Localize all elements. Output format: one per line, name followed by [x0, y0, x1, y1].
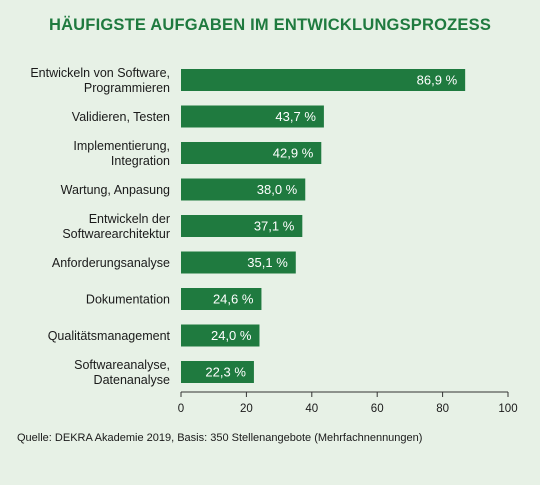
- chart-title: HÄUFIGSTE AUFGABEN IM ENTWICKLUNGSPROZES…: [48, 16, 492, 34]
- category-label: Programmieren: [84, 81, 170, 95]
- x-tick-label: 60: [371, 403, 384, 415]
- bar-value-label: 42,9 %: [273, 146, 314, 161]
- category-label: Softwareanalyse,: [74, 358, 170, 372]
- x-tick-label: 20: [240, 403, 253, 415]
- bar: [181, 251, 296, 274]
- bar: [181, 288, 262, 310]
- bar: [181, 361, 254, 383]
- category-label: Implementierung,: [73, 139, 170, 153]
- x-tick-label: 0: [178, 403, 184, 415]
- bar: [181, 324, 260, 347]
- category-label: Entwickeln der: [89, 212, 170, 226]
- category-label: Qualitätsmanagement: [48, 329, 171, 343]
- bar-value-label: 35,1 %: [247, 255, 288, 270]
- bar: [181, 69, 466, 91]
- x-tick-label: 40: [305, 403, 318, 415]
- x-tick-label: 80: [436, 403, 449, 415]
- bar-value-label: 37,1 %: [254, 219, 295, 234]
- category-label: Entwickeln von Software,: [30, 66, 170, 80]
- category-label: Validieren, Testen: [72, 110, 170, 124]
- x-tick-label: 100: [498, 403, 517, 415]
- bar: [181, 178, 306, 201]
- bar: [181, 142, 322, 164]
- category-label: Softwarearchitektur: [62, 227, 170, 241]
- bar-value-label: 38,0 %: [257, 182, 298, 197]
- category-label: Anforderungsanalyse: [52, 256, 170, 270]
- bar: [181, 215, 303, 237]
- category-label: Integration: [111, 154, 170, 168]
- bar-value-label: 22,3 %: [205, 365, 246, 380]
- bar-value-label: 24,6 %: [213, 292, 254, 307]
- bar-value-label: 24,0 %: [211, 328, 252, 343]
- bar: [181, 105, 324, 128]
- bar-value-label: 86,9 %: [417, 73, 458, 88]
- category-label: Wartung, Anpasung: [61, 183, 170, 197]
- category-label: Dokumentation: [86, 293, 170, 307]
- source-note: Quelle: DEKRA Akademie 2019, Basis: 350 …: [17, 432, 423, 444]
- bar-value-label: 43,7 %: [275, 109, 316, 124]
- category-label: Datenanalyse: [94, 373, 170, 387]
